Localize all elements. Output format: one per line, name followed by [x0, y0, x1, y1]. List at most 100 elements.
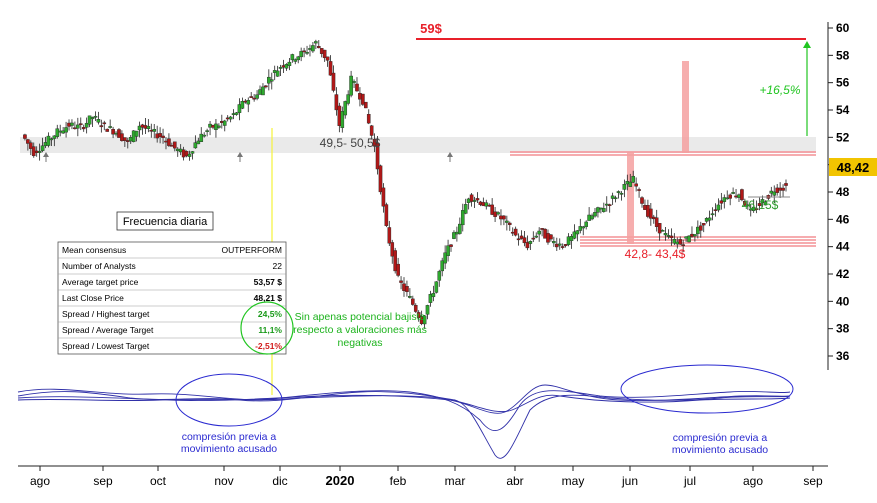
candle-body — [405, 286, 409, 292]
candle-body — [361, 93, 365, 105]
candle-body — [666, 235, 671, 237]
candle-body — [696, 226, 700, 235]
y-tick-label: 58 — [836, 48, 850, 62]
candle-body — [349, 75, 353, 96]
table-row-value: 53,57 $ — [254, 277, 283, 287]
frequency-box — [116, 211, 214, 231]
candle-body — [510, 231, 515, 234]
table-row-value: 22 — [273, 261, 283, 271]
candle-body — [572, 231, 577, 239]
candle-body — [460, 210, 465, 226]
y-axis-ticks: 36384042444648505254565860 — [828, 21, 850, 363]
candle-body — [319, 48, 324, 54]
candle-body — [763, 201, 768, 206]
candle-body — [331, 72, 336, 91]
y-tick-label: 42 — [836, 267, 850, 281]
candle-body — [240, 101, 245, 109]
candle-body — [440, 260, 445, 272]
candle-body — [26, 139, 30, 144]
candle-body — [231, 113, 236, 116]
candle-body — [728, 194, 732, 199]
oscillator-line — [17, 394, 791, 413]
candle-body — [96, 119, 101, 123]
candle-body — [167, 138, 171, 146]
candle-body — [261, 86, 265, 96]
candle-body — [781, 187, 785, 191]
candle-body — [384, 204, 389, 226]
candle-body — [199, 133, 204, 142]
candle-body — [170, 145, 174, 147]
candle-body — [463, 204, 468, 214]
candle-body — [416, 312, 421, 318]
candle-body — [534, 235, 539, 238]
candle-body — [675, 241, 680, 245]
candle-body — [316, 46, 321, 49]
candle-body — [475, 198, 480, 201]
candle-body — [549, 234, 553, 240]
candle-body — [537, 230, 541, 235]
candle-body — [607, 204, 612, 206]
candle-body — [243, 100, 248, 103]
candle-body — [120, 133, 124, 141]
candle-body — [657, 223, 662, 234]
candle-body — [299, 51, 303, 58]
candle-body — [64, 127, 68, 133]
candle-body — [84, 122, 89, 128]
candle-body — [76, 124, 80, 129]
candle-body — [40, 145, 45, 151]
candle-body — [278, 67, 283, 69]
candle-body — [775, 187, 779, 193]
x-tick-label: dic — [272, 474, 287, 488]
candle-body — [284, 64, 289, 69]
candle-body — [346, 94, 350, 104]
candle-body — [90, 117, 95, 120]
candle-body — [70, 122, 74, 126]
highlight-bar-june — [627, 152, 634, 244]
candle-body — [543, 228, 547, 239]
candle-body — [123, 137, 127, 141]
candle-body — [343, 101, 348, 116]
candle-body — [272, 70, 277, 73]
resistance-label: 49,5- 50,5$ — [320, 136, 381, 150]
note-line-3: negativas — [338, 337, 383, 349]
candle-body — [660, 230, 665, 232]
candle-body — [490, 204, 494, 215]
x-tick-label: mar — [445, 474, 466, 488]
candle-body — [687, 235, 691, 243]
frequency-label: Frecuencia diaria — [123, 216, 208, 228]
candle-body — [734, 195, 738, 198]
candle-body — [522, 237, 527, 244]
candle-body — [516, 238, 521, 241]
candle-body — [296, 56, 301, 61]
note-line-2: respecto a valoraciones más — [293, 324, 427, 336]
candle-body — [710, 213, 715, 216]
candle-body — [778, 187, 782, 191]
candle-body — [428, 293, 433, 303]
candle-body — [202, 134, 206, 137]
candle-body — [193, 142, 198, 149]
candle-body — [446, 245, 450, 256]
candle-body — [305, 52, 309, 54]
candle-body — [716, 204, 721, 211]
candle-body — [693, 234, 697, 237]
candle-body — [493, 211, 497, 217]
candle-body — [228, 116, 233, 120]
candle-body — [634, 183, 638, 187]
candle-body — [61, 130, 65, 134]
y-tick-label: 46 — [836, 212, 850, 226]
candle-body — [190, 151, 195, 154]
highlight-bar-july — [682, 61, 689, 153]
candle-body — [637, 189, 641, 191]
candle-body — [58, 130, 62, 133]
compression-right-line-2: movimiento acusado — [672, 444, 768, 456]
candle-body — [784, 183, 788, 186]
candle-body — [381, 187, 386, 207]
candle-body — [322, 49, 327, 59]
candle-body — [340, 111, 345, 128]
candle-body — [105, 128, 110, 132]
candle-body — [437, 271, 442, 281]
candle-body — [604, 203, 609, 206]
candle-body — [314, 41, 318, 44]
candle-body — [246, 100, 251, 105]
table-row-value: -2,51% — [255, 341, 282, 351]
